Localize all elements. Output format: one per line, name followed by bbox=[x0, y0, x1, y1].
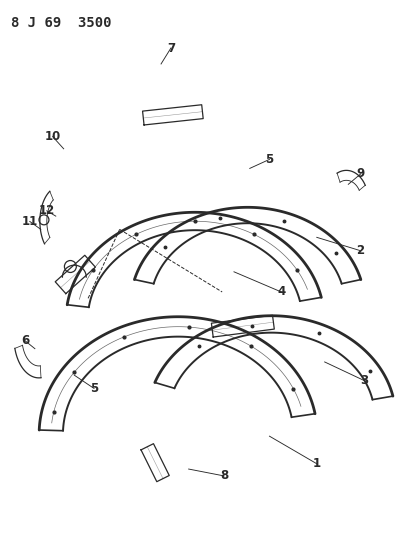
Text: 10: 10 bbox=[44, 130, 61, 143]
Text: 8: 8 bbox=[220, 470, 228, 482]
Text: 8 J 69  3500: 8 J 69 3500 bbox=[11, 16, 112, 30]
Text: 7: 7 bbox=[167, 42, 175, 54]
Text: 4: 4 bbox=[277, 286, 285, 298]
Text: 6: 6 bbox=[21, 334, 29, 347]
Text: 2: 2 bbox=[356, 244, 364, 257]
Text: 1: 1 bbox=[313, 457, 321, 470]
Text: 5: 5 bbox=[265, 153, 274, 166]
Text: 5: 5 bbox=[90, 382, 98, 395]
Text: 3: 3 bbox=[360, 374, 368, 387]
Text: 12: 12 bbox=[39, 204, 55, 217]
Text: 11: 11 bbox=[22, 215, 38, 228]
Text: 9: 9 bbox=[357, 167, 365, 180]
